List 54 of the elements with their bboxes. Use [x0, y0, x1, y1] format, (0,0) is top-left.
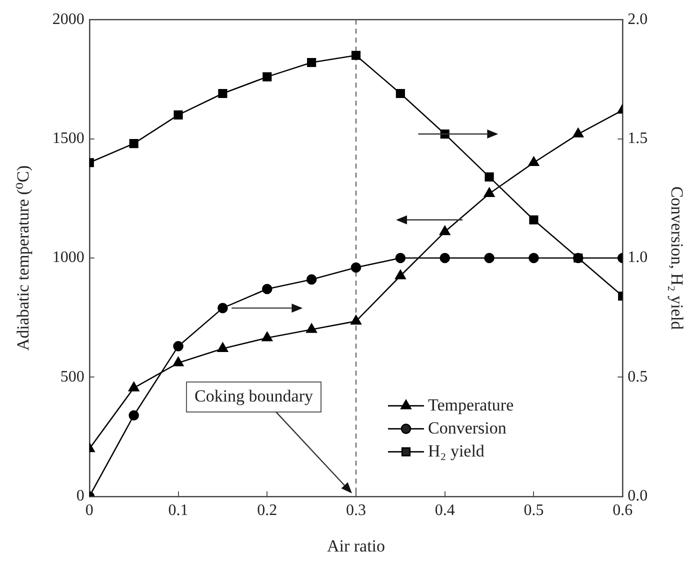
point: [395, 270, 406, 280]
point: [172, 356, 184, 366]
point: [396, 88, 405, 98]
point: [440, 252, 450, 264]
point: [395, 252, 406, 264]
x-axis-title: Air ratio: [326, 536, 386, 556]
y2-axis-title: Conversion, H₂ yield: [667, 186, 686, 330]
point: [262, 332, 273, 342]
point: [128, 410, 139, 420]
point: [218, 302, 228, 314]
point: [529, 215, 538, 224]
y-tick-label: 0: [76, 488, 84, 505]
legend-label: Temperature: [428, 395, 514, 414]
point: [173, 341, 184, 352]
y2-tick-label: 2.0: [628, 10, 648, 28]
point: [262, 72, 272, 82]
y-tick-label: 500: [60, 368, 84, 386]
point: [439, 226, 450, 236]
x-tick-label: 0.4: [434, 502, 455, 520]
point: [128, 382, 140, 392]
y2-tick-label: 0.0: [628, 488, 648, 505]
point: [218, 88, 228, 98]
x-tick-label: 0.3: [346, 502, 366, 520]
legend-label: H₂ yield: [428, 441, 485, 460]
legend-label: Conversion: [428, 418, 507, 438]
point: [306, 323, 317, 333]
point: [351, 50, 361, 60]
point: [484, 187, 495, 198]
point: [129, 139, 138, 148]
point: [574, 253, 583, 263]
point: [306, 274, 317, 285]
point: [572, 128, 584, 138]
point: [484, 252, 494, 264]
point: [307, 58, 316, 68]
point: [484, 172, 494, 182]
point: [262, 284, 272, 294]
point: [174, 110, 183, 120]
x-tick-label: 0.2: [257, 502, 278, 520]
point: [528, 252, 539, 264]
y2-tick-label: 1.0: [628, 249, 648, 266]
point: [350, 262, 362, 273]
point: [528, 156, 540, 166]
x-tick-label: 0.5: [524, 502, 544, 520]
x-tick-label: 0.6: [612, 502, 633, 520]
y-tick-label: 1500: [52, 130, 84, 148]
y-tick-label: 1000: [52, 249, 84, 266]
y2-tick-label: 0.5: [628, 368, 648, 386]
ref-line-label: Coking boundary: [194, 386, 314, 406]
y-tick-label: 2000: [52, 10, 84, 28]
y-axis-title: Adiabatic temperature (⁰C): [14, 165, 33, 351]
x-tick-label: 0.1: [168, 502, 188, 520]
point: [350, 315, 362, 325]
point: [217, 342, 228, 352]
y2-tick-label: 1.5: [628, 130, 648, 148]
